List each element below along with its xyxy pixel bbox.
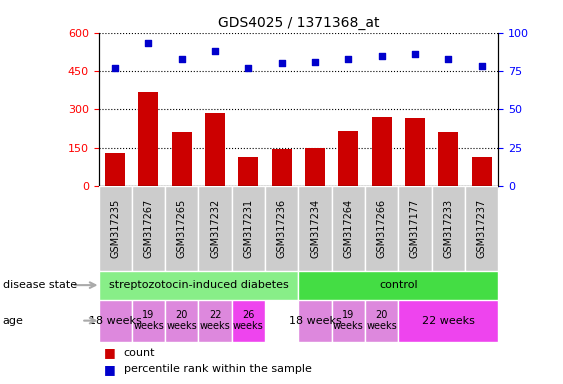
- Bar: [298, 186, 332, 271]
- Bar: [138, 91, 159, 186]
- Text: GSM317177: GSM317177: [410, 199, 420, 258]
- Text: GSM317237: GSM317237: [477, 199, 486, 258]
- Bar: [332, 300, 365, 342]
- Bar: [305, 148, 325, 186]
- Text: ■: ■: [104, 346, 116, 359]
- Text: GSM317235: GSM317235: [110, 199, 120, 258]
- Point: [277, 60, 286, 66]
- Text: GSM317265: GSM317265: [177, 199, 187, 258]
- Bar: [239, 157, 258, 186]
- Point: [311, 59, 320, 65]
- Text: 22
weeks: 22 weeks: [200, 310, 230, 331]
- Text: streptozotocin-induced diabetes: streptozotocin-induced diabetes: [109, 280, 288, 290]
- Bar: [438, 132, 458, 186]
- Bar: [298, 271, 498, 300]
- Text: GSM317232: GSM317232: [210, 199, 220, 258]
- Point: [377, 53, 386, 59]
- Point: [410, 51, 419, 57]
- Bar: [105, 153, 125, 186]
- Text: 18 weeks: 18 weeks: [289, 316, 341, 326]
- Text: count: count: [124, 348, 155, 358]
- Bar: [338, 131, 358, 186]
- Bar: [99, 271, 298, 300]
- Point: [444, 56, 453, 62]
- Text: 20
weeks: 20 weeks: [367, 310, 397, 331]
- Bar: [365, 186, 399, 271]
- Text: 20
weeks: 20 weeks: [167, 310, 197, 331]
- Bar: [465, 186, 498, 271]
- Bar: [372, 117, 392, 186]
- Bar: [172, 132, 192, 186]
- Bar: [99, 300, 132, 342]
- Bar: [298, 300, 332, 342]
- Bar: [399, 186, 432, 271]
- Bar: [272, 149, 292, 186]
- Text: 26
weeks: 26 weeks: [233, 310, 264, 331]
- Bar: [399, 300, 498, 342]
- Text: GSM317236: GSM317236: [277, 199, 287, 258]
- Bar: [132, 186, 165, 271]
- Text: GSM317231: GSM317231: [243, 199, 253, 258]
- Bar: [99, 186, 132, 271]
- Text: GSM317234: GSM317234: [310, 199, 320, 258]
- Bar: [365, 300, 399, 342]
- Text: percentile rank within the sample: percentile rank within the sample: [124, 364, 312, 374]
- Point: [244, 65, 253, 71]
- Bar: [198, 300, 232, 342]
- Text: control: control: [379, 280, 418, 290]
- Point: [477, 63, 486, 70]
- Text: 19
weeks: 19 weeks: [333, 310, 364, 331]
- Bar: [332, 186, 365, 271]
- Point: [211, 48, 220, 54]
- Text: ■: ■: [104, 363, 116, 376]
- Bar: [132, 300, 165, 342]
- Text: GSM317266: GSM317266: [377, 199, 387, 258]
- Bar: [198, 186, 232, 271]
- Bar: [165, 186, 198, 271]
- Text: 19
weeks: 19 weeks: [133, 310, 164, 331]
- Bar: [232, 300, 265, 342]
- Text: GSM317233: GSM317233: [443, 199, 453, 258]
- Bar: [472, 157, 491, 186]
- Text: 22 weeks: 22 weeks: [422, 316, 475, 326]
- Point: [144, 40, 153, 46]
- Text: disease state: disease state: [3, 280, 77, 290]
- Bar: [432, 186, 465, 271]
- Point: [177, 56, 186, 62]
- Point: [111, 65, 120, 71]
- Bar: [165, 300, 198, 342]
- Title: GDS4025 / 1371368_at: GDS4025 / 1371368_at: [218, 16, 379, 30]
- Text: 18 weeks: 18 weeks: [89, 316, 141, 326]
- Bar: [265, 186, 298, 271]
- Bar: [232, 186, 265, 271]
- Bar: [405, 118, 425, 186]
- Text: GSM317267: GSM317267: [144, 199, 154, 258]
- Text: age: age: [3, 316, 24, 326]
- Point: [344, 56, 353, 62]
- Bar: [205, 113, 225, 186]
- Text: GSM317264: GSM317264: [343, 199, 354, 258]
